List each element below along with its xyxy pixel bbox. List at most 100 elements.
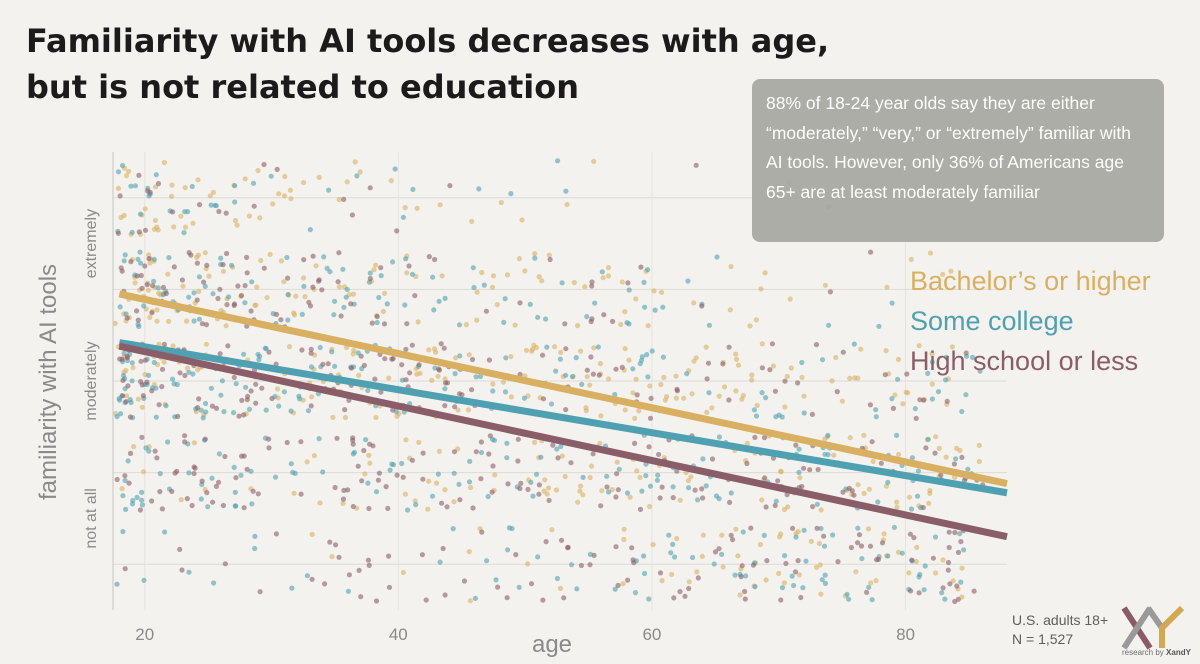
data-point bbox=[835, 559, 841, 565]
data-point bbox=[258, 257, 264, 264]
data-point bbox=[913, 415, 919, 421]
data-point bbox=[532, 255, 538, 261]
data-point bbox=[943, 354, 949, 360]
data-point bbox=[209, 403, 216, 409]
data-point bbox=[622, 309, 628, 315]
data-point bbox=[908, 506, 915, 512]
data-point bbox=[442, 295, 448, 301]
data-point bbox=[452, 404, 458, 410]
data-point bbox=[426, 478, 432, 484]
data-point bbox=[885, 553, 891, 559]
data-point bbox=[262, 345, 268, 351]
data-point bbox=[637, 506, 644, 512]
data-point bbox=[744, 460, 750, 467]
data-point bbox=[242, 176, 248, 182]
data-point bbox=[921, 397, 927, 403]
data-point bbox=[486, 357, 492, 363]
data-point bbox=[673, 395, 680, 401]
data-point bbox=[141, 303, 147, 309]
data-point bbox=[139, 434, 145, 440]
data-point bbox=[152, 217, 158, 223]
data-point bbox=[549, 527, 555, 533]
data-point bbox=[592, 300, 598, 306]
data-point bbox=[911, 535, 917, 541]
data-point bbox=[145, 188, 151, 194]
data-point bbox=[821, 543, 828, 549]
data-point bbox=[933, 434, 939, 440]
data-point bbox=[479, 269, 485, 276]
data-point bbox=[381, 321, 388, 327]
data-point bbox=[502, 389, 509, 395]
data-point bbox=[301, 257, 307, 263]
data-point bbox=[204, 262, 210, 268]
data-point bbox=[686, 579, 692, 585]
data-point bbox=[504, 272, 511, 278]
data-point bbox=[284, 439, 290, 446]
data-point bbox=[563, 407, 569, 413]
data-point bbox=[166, 255, 172, 261]
data-point bbox=[348, 301, 354, 307]
data-point bbox=[477, 373, 483, 380]
data-point bbox=[866, 584, 872, 590]
data-point bbox=[289, 585, 295, 591]
data-point bbox=[310, 284, 316, 290]
data-point bbox=[149, 310, 155, 316]
data-point bbox=[238, 292, 245, 299]
data-point bbox=[782, 553, 788, 559]
data-point bbox=[181, 230, 187, 236]
data-point bbox=[220, 502, 226, 509]
data-point bbox=[647, 415, 654, 421]
data-point bbox=[587, 474, 593, 481]
data-point bbox=[642, 304, 648, 310]
data-point bbox=[545, 485, 552, 491]
data-point bbox=[684, 371, 690, 377]
data-point bbox=[346, 572, 352, 578]
data-point bbox=[178, 497, 184, 503]
data-point bbox=[855, 482, 861, 488]
data-point bbox=[578, 348, 584, 354]
data-point bbox=[916, 343, 922, 349]
data-point bbox=[881, 531, 887, 537]
data-point bbox=[671, 595, 677, 601]
data-point bbox=[591, 158, 597, 164]
data-point bbox=[336, 196, 342, 203]
data-point bbox=[248, 388, 254, 394]
data-point bbox=[281, 193, 288, 199]
data-point bbox=[373, 598, 380, 604]
data-point bbox=[387, 467, 393, 473]
data-point bbox=[436, 367, 442, 373]
data-point bbox=[221, 409, 227, 415]
data-point bbox=[216, 451, 222, 457]
data-point bbox=[630, 366, 636, 372]
data-point bbox=[481, 282, 487, 288]
data-point bbox=[868, 249, 874, 255]
data-point bbox=[403, 377, 409, 383]
data-point bbox=[340, 266, 346, 272]
data-point bbox=[839, 398, 846, 404]
data-point bbox=[412, 498, 418, 504]
data-point bbox=[719, 532, 725, 538]
x-tick-label: 60 bbox=[642, 625, 661, 644]
data-point bbox=[117, 397, 123, 403]
data-point bbox=[559, 453, 565, 459]
data-point bbox=[447, 183, 453, 189]
data-point bbox=[272, 474, 279, 480]
data-point bbox=[532, 439, 538, 445]
data-point bbox=[763, 395, 769, 401]
data-point bbox=[762, 475, 768, 481]
data-point bbox=[796, 572, 802, 578]
data-point bbox=[866, 486, 873, 492]
data-point bbox=[557, 585, 564, 592]
data-point bbox=[402, 491, 408, 497]
legend-item-high-school-or-less: High school or less bbox=[910, 346, 1139, 376]
data-point bbox=[795, 529, 801, 535]
data-point bbox=[801, 527, 807, 533]
data-point bbox=[264, 295, 270, 301]
data-point bbox=[822, 580, 829, 587]
data-point bbox=[386, 553, 392, 559]
data-point bbox=[154, 224, 160, 230]
data-point bbox=[870, 458, 876, 464]
data-point bbox=[208, 202, 214, 208]
data-point bbox=[159, 366, 166, 372]
data-point bbox=[130, 365, 136, 371]
